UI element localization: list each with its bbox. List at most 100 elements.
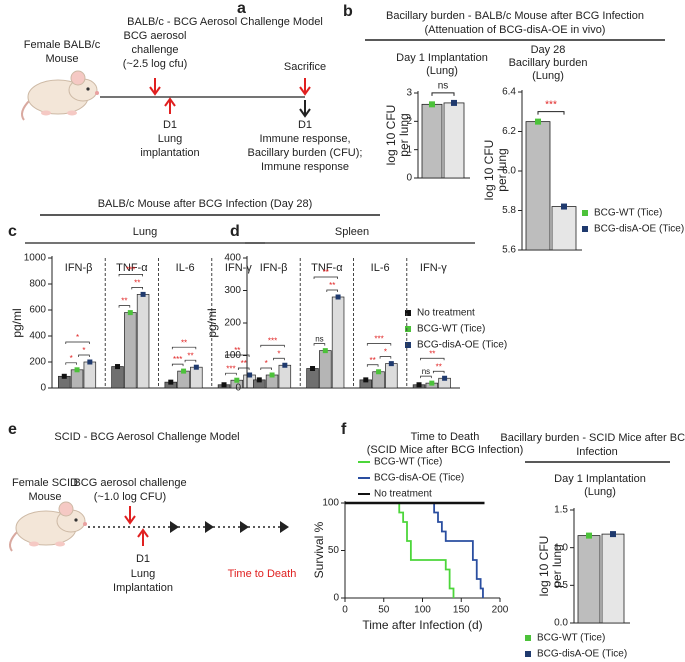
y-tick-label: 1.5 bbox=[554, 505, 568, 516]
arrow bbox=[124, 506, 136, 525]
sig-label: *** bbox=[126, 266, 135, 275]
category-label: TNF-α bbox=[311, 262, 343, 274]
y-axis-label: log 10 CFU bbox=[384, 105, 398, 166]
y-tick-label: 6.2 bbox=[502, 126, 516, 137]
sig-label: ns bbox=[315, 335, 323, 344]
legend-label: No treatment bbox=[417, 308, 475, 319]
mouse-icon bbox=[21, 70, 100, 121]
mean-marker bbox=[429, 101, 435, 108]
mean-marker bbox=[234, 377, 240, 383]
sig-bracket bbox=[131, 287, 143, 290]
sig-bracket bbox=[273, 357, 285, 361]
y-tick-label: 1000 bbox=[24, 253, 47, 264]
panel-label: e bbox=[8, 421, 17, 438]
sig-label: ** bbox=[241, 359, 247, 368]
sig-label: *** bbox=[268, 336, 277, 345]
subject: Mouse bbox=[45, 53, 78, 65]
chart-title: Day 1 Implantation bbox=[396, 52, 488, 64]
sig-bracket bbox=[171, 363, 184, 367]
sig-label: ** bbox=[436, 362, 442, 371]
y-axis-label: log 10 CFU bbox=[482, 140, 496, 201]
mean-marker bbox=[442, 375, 448, 381]
bar bbox=[443, 102, 465, 179]
mean-marker bbox=[256, 377, 262, 383]
bar bbox=[83, 361, 97, 389]
y-tick-label: 0 bbox=[406, 173, 412, 184]
legend-swatch bbox=[525, 651, 531, 657]
sig-bracket bbox=[260, 367, 272, 370]
survival-line bbox=[345, 502, 455, 598]
panel-label: c bbox=[8, 223, 17, 240]
chart-title: Spleen bbox=[335, 226, 369, 238]
y-tick-label: 0.5 bbox=[554, 580, 568, 591]
sig-bracket bbox=[118, 274, 143, 277]
sig-bracket bbox=[431, 92, 455, 96]
chart-title: Bacillary burden bbox=[509, 57, 588, 69]
implant-label: D1 bbox=[136, 553, 150, 565]
mean-marker bbox=[282, 362, 288, 368]
mean-marker bbox=[181, 368, 187, 374]
endpoint-label: Immune response bbox=[261, 161, 349, 173]
sig-bracket bbox=[171, 346, 197, 350]
x-tick-label: 100 bbox=[414, 605, 431, 616]
y-tick-label: 3 bbox=[406, 88, 412, 99]
mean-marker bbox=[87, 359, 93, 365]
arrow bbox=[149, 78, 161, 96]
sig-label: ns bbox=[438, 81, 449, 92]
sig-bracket bbox=[118, 305, 131, 308]
bar bbox=[601, 533, 625, 624]
panel-header: (Attenuation of BCG-disA-OE in vivo) bbox=[425, 24, 606, 36]
challenge-label: challenge bbox=[131, 44, 178, 56]
category-label: IFN-γ bbox=[225, 262, 252, 274]
panel-label: b bbox=[343, 3, 353, 20]
y-axis-label: per lung bbox=[495, 148, 509, 191]
y-tick-label: 100 bbox=[224, 350, 241, 361]
endpoint-label: D1 bbox=[298, 119, 312, 131]
sig-label: *** bbox=[374, 335, 383, 344]
challenge-label: (~1.0 log CFU) bbox=[94, 491, 166, 503]
mean-marker bbox=[388, 361, 394, 367]
legend-swatch bbox=[582, 226, 588, 232]
legend-label: BCG-disA-OE (Tice) bbox=[594, 224, 684, 235]
category-label: IFN-γ bbox=[420, 262, 447, 274]
mean-marker bbox=[335, 294, 341, 300]
chart-title: Day 28 bbox=[531, 44, 566, 56]
bar bbox=[306, 368, 319, 389]
arrow bbox=[299, 78, 311, 96]
y-tick-label: 2 bbox=[406, 116, 412, 127]
sig-label: ** bbox=[323, 268, 329, 277]
implant-label: D1 bbox=[163, 119, 177, 131]
y-tick-label: 0.0 bbox=[554, 618, 568, 629]
sig-bracket bbox=[78, 354, 90, 357]
sig-bracket bbox=[65, 341, 90, 344]
chart-title: Time to Death bbox=[411, 431, 480, 443]
sig-bracket bbox=[366, 343, 392, 346]
sig-label: * bbox=[82, 346, 85, 355]
legend-label: BCG-WT (Tice) bbox=[374, 457, 442, 468]
mean-marker bbox=[363, 377, 369, 383]
chart-title: (Lung) bbox=[426, 65, 458, 77]
bar bbox=[331, 296, 345, 389]
sig-label: ** bbox=[329, 281, 335, 290]
sig-label: * bbox=[277, 349, 280, 358]
mean-marker bbox=[416, 382, 422, 388]
legend-label: BCG-disA-OE (Tice) bbox=[417, 340, 507, 351]
y-tick-label: 0 bbox=[333, 593, 339, 604]
panel-header: BALB/c Mouse after BCG Infection (Day 28… bbox=[98, 198, 313, 210]
challenge-label: BCG aerosol challenge bbox=[73, 477, 186, 489]
bar bbox=[278, 364, 292, 389]
mean-marker bbox=[561, 203, 567, 210]
endpoint-label: Time to Death bbox=[228, 568, 297, 580]
diagram-title: SCID - BCG Aerosol Challenge Model bbox=[54, 431, 239, 443]
category-label: IL-6 bbox=[371, 262, 390, 274]
legend-label: BCG-WT (Tice) bbox=[417, 324, 485, 335]
arrow bbox=[137, 528, 149, 546]
y-tick-label: 6.0 bbox=[502, 166, 516, 177]
mouse-icon bbox=[9, 501, 88, 552]
sig-bracket bbox=[537, 111, 565, 115]
bar bbox=[551, 206, 577, 251]
sig-label: ** bbox=[181, 338, 187, 347]
y-tick-label: 800 bbox=[29, 279, 46, 290]
bar bbox=[385, 363, 398, 389]
